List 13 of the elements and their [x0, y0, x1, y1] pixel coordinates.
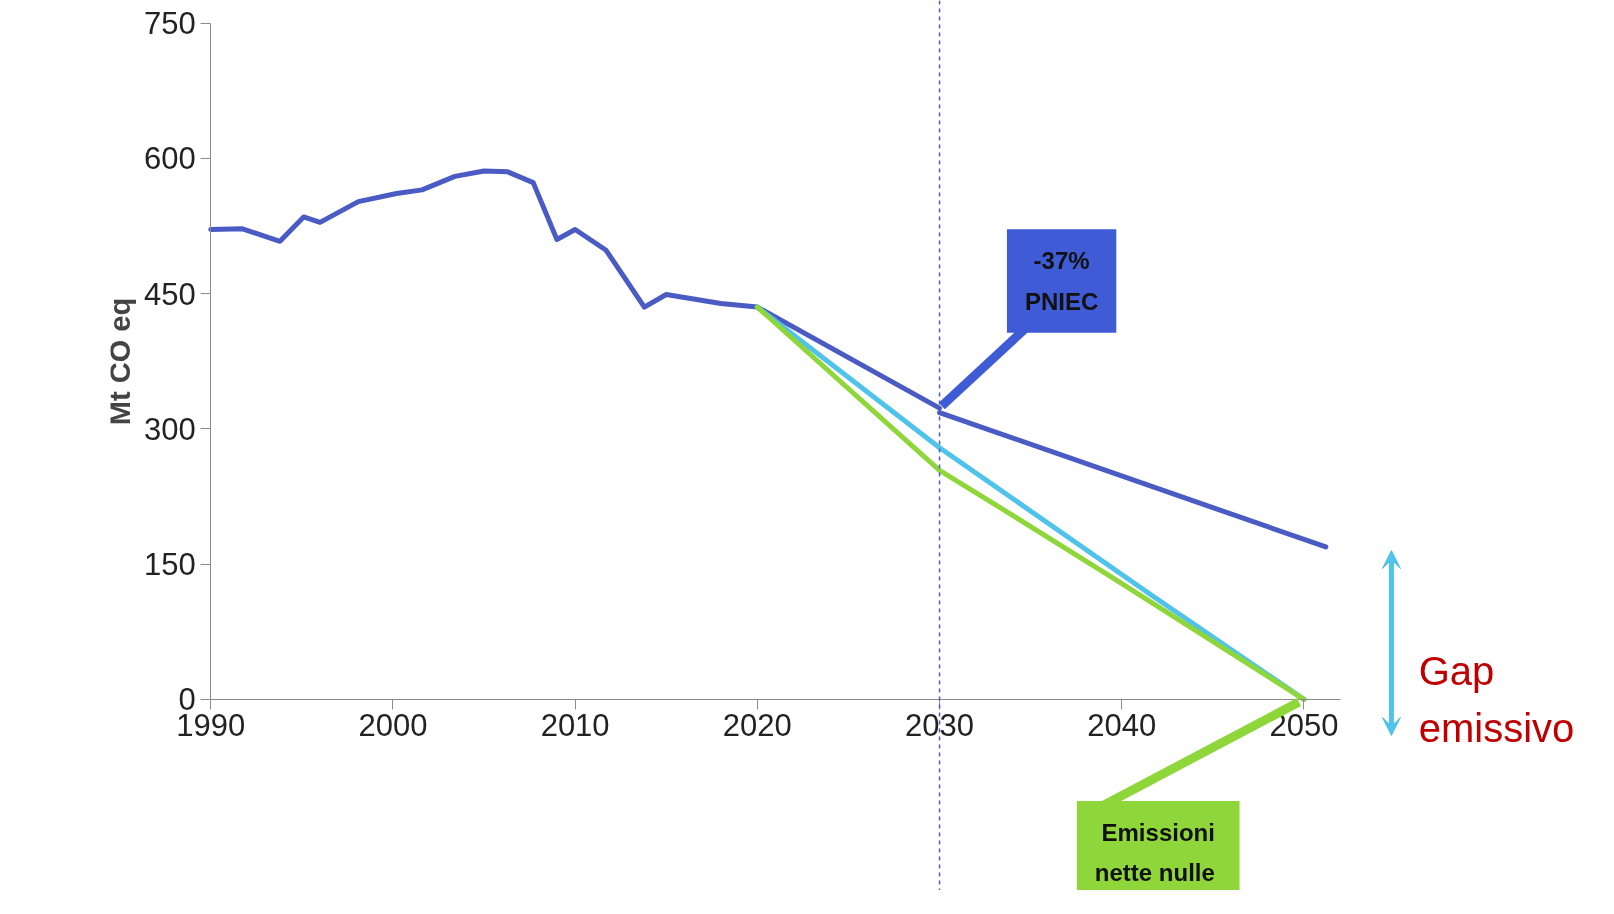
y-tick-label: 600: [143, 141, 196, 177]
y-tick-label: 150: [143, 547, 196, 583]
text: Gap emissivo: [1418, 648, 1575, 750]
y-tick-label: 750: [143, 6, 196, 42]
x-tick-label: 2000: [358, 708, 428, 744]
x-tick-label: 2010: [540, 708, 610, 744]
x-tick-label: 2020: [722, 708, 792, 744]
x-tick-label: 2040: [1087, 708, 1157, 744]
x-tick-label: 2030: [905, 708, 975, 744]
y-tick-label: 300: [143, 411, 196, 447]
annotation: -37% PNIEC: [1024, 247, 1099, 315]
y-tick-label: 450: [143, 276, 196, 312]
annotation: Emissioni nette nulle: [1094, 818, 1215, 887]
